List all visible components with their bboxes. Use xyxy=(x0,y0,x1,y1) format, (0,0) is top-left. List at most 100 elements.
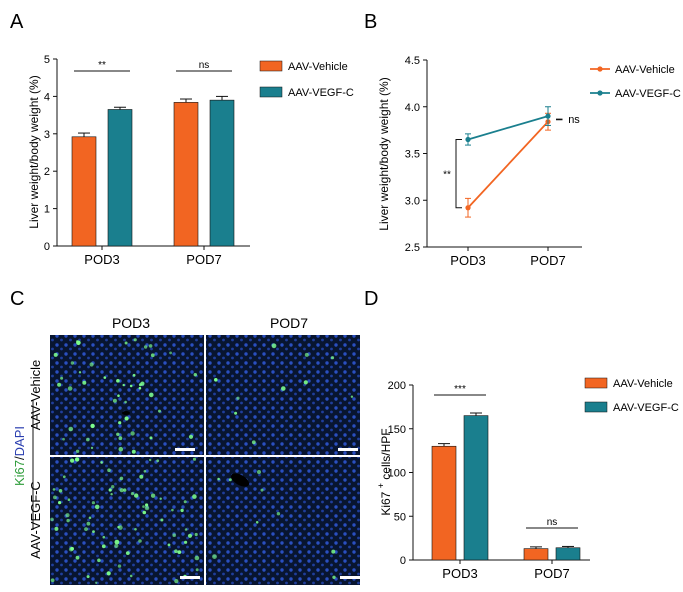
ki67-nucleus xyxy=(112,398,117,403)
x-tick-label: POD7 xyxy=(534,566,569,581)
y-tick-label: 150 xyxy=(388,424,406,436)
chart-b: 2.5 3.0 3.5 4.0 4.5 POD3 POD7 ** ns AAV-Vehicle AA… xyxy=(377,55,681,268)
ki67-nucleus xyxy=(107,468,111,473)
ki67-nucleus xyxy=(193,373,197,377)
ki67-nucleus xyxy=(257,470,261,474)
ki67-nucleus xyxy=(138,386,142,390)
ki67-nucleus xyxy=(67,498,71,502)
legend-marker xyxy=(597,90,603,96)
ki67-nucleus xyxy=(92,530,95,533)
ki67-nucleus xyxy=(149,458,152,462)
series-line xyxy=(467,115,549,141)
panel-label-d: D xyxy=(364,288,378,310)
ki67-nucleus xyxy=(140,381,145,386)
ki67-nucleus xyxy=(330,356,335,360)
ki67-nucleus xyxy=(86,575,90,579)
y-tick-label: 5 xyxy=(44,54,50,66)
ki67-nucleus xyxy=(84,527,88,531)
bar xyxy=(71,136,97,247)
stain-ki67: Ki67 xyxy=(12,460,27,486)
ki67-nucleus xyxy=(118,446,124,452)
ki67-nucleus xyxy=(138,539,142,543)
ki67-nucleus xyxy=(134,528,137,531)
significance-label: *** xyxy=(454,384,466,395)
ki67-nucleus xyxy=(82,380,87,385)
row-label-vehicle: AAV-Vehicle xyxy=(28,360,43,431)
ki67-nucleus xyxy=(156,459,160,463)
ki67-nucleus xyxy=(129,384,133,388)
ki67-nucleus xyxy=(75,555,80,560)
ki67-nucleus xyxy=(174,579,179,584)
significance-bracket xyxy=(455,138,462,209)
ki67-nucleus xyxy=(53,352,58,357)
ki67-nucleus xyxy=(169,351,173,355)
ki67-nucleus xyxy=(114,539,120,545)
x-tick-label: POD7 xyxy=(186,252,221,267)
x-tick-label: POD3 xyxy=(442,566,477,581)
ki67-nucleus xyxy=(129,574,133,578)
ki67-nucleus xyxy=(145,503,149,507)
ki67-nucleus xyxy=(192,457,197,461)
ki67-nucleus xyxy=(106,571,111,576)
col-label-pod3: POD3 xyxy=(112,315,150,331)
y-axis-label-main: Ki67 xyxy=(379,488,393,515)
micrograph-vehicle-pod3 xyxy=(50,335,204,455)
legend-swatch xyxy=(584,377,608,389)
ki67-nucleus xyxy=(174,549,178,553)
ki67-nucleus xyxy=(184,540,188,544)
ki67-nucleus xyxy=(97,558,101,563)
y-axis-label: Ki67 + cells/HPF xyxy=(376,428,393,515)
ki67-nucleus xyxy=(134,493,139,498)
ki67-nucleus xyxy=(276,512,281,516)
ki67-nucleus xyxy=(158,409,161,413)
ki67-nucleus xyxy=(332,575,336,579)
panel-label-b: B xyxy=(364,11,377,33)
ki67-nucleus xyxy=(102,535,106,539)
ki67-nucleus xyxy=(86,437,90,442)
y-tick-label: 2.5 xyxy=(405,242,420,254)
bar xyxy=(431,445,457,561)
ki67-nucleus xyxy=(117,394,120,398)
ki67-nucleus xyxy=(255,521,259,524)
data-point xyxy=(465,205,471,211)
y-tick-label: 3 xyxy=(44,129,50,141)
ki67-nucleus xyxy=(195,568,199,572)
ki67-nucleus xyxy=(251,440,256,445)
ki67-nucleus xyxy=(194,532,198,537)
ki67-positive-nuclei xyxy=(50,338,354,584)
ki67-nucleus xyxy=(125,551,130,555)
panel-label-c: C xyxy=(10,288,24,310)
ki67-nucleus xyxy=(150,493,156,498)
ki67-nucleus xyxy=(78,371,82,374)
ki67-nucleus xyxy=(183,500,187,504)
legend-swatch xyxy=(584,401,608,413)
significance-label: ** xyxy=(98,60,106,71)
ki67-nucleus xyxy=(304,352,309,357)
significance-label: ns xyxy=(568,114,580,126)
x-tick-label: POD7 xyxy=(530,253,565,268)
ki67-nucleus xyxy=(142,510,147,515)
ki67-nucleus xyxy=(94,504,100,510)
y-tick-label: 0 xyxy=(44,241,50,253)
ki67-nucleus xyxy=(144,505,150,511)
ki67-nucleus xyxy=(119,476,124,481)
legend-swatch xyxy=(259,86,283,98)
ki67-nucleus xyxy=(70,458,75,463)
scale-bar xyxy=(180,576,200,579)
ki67-nucleus xyxy=(123,488,127,492)
ki67-nucleus xyxy=(150,353,155,358)
ki67-nucleus xyxy=(75,449,80,453)
ki67-nucleus xyxy=(132,373,136,377)
scale-bar xyxy=(340,576,360,579)
y-axis-label-rest: cells/HPF xyxy=(379,428,393,483)
bar xyxy=(209,99,235,247)
ki67-nucleus xyxy=(60,376,64,380)
legend-label: AAV-Vehicle xyxy=(615,64,675,76)
col-label-pod7: POD7 xyxy=(270,315,308,331)
y-axis-label-superscript: + xyxy=(376,483,386,488)
ki67-nucleus xyxy=(86,521,91,526)
chart-a: 0 1 2 3 4 5 POD3 ** POD7 ns AAV-Vehicle AAV-VEGF-C L… xyxy=(27,54,354,267)
y-tick-label: 4 xyxy=(44,91,50,103)
ki67-nucleus xyxy=(70,361,75,365)
